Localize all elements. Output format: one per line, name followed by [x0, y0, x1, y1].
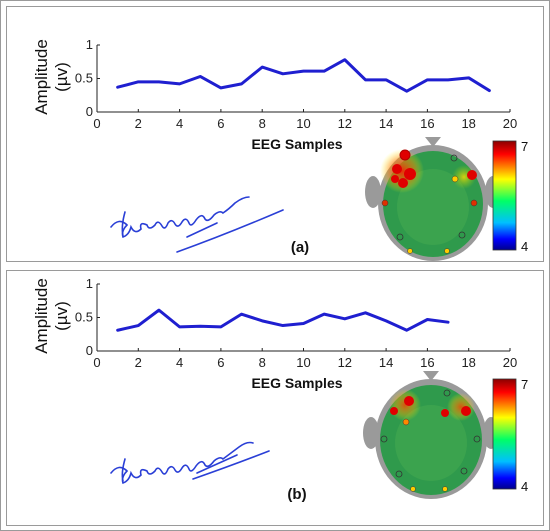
panel-a: 0 0.5 1 0 2 4 6 8 10 12 14 16 18 20 Amplitude (µv) E…: [6, 6, 544, 262]
x-tick-label: 20: [503, 116, 517, 131]
panel-b: 0 0.5 1 0 2 4 6 8 10 12 14 16 18 20 Amplitude (µv) E…: [6, 270, 544, 526]
x-tick-label: 18: [461, 116, 475, 131]
x-tick-label: 6: [217, 116, 224, 131]
colorbar-max-label: 7: [521, 377, 528, 392]
x-tick-label: 0: [93, 116, 100, 131]
y-tick-label: 0.5: [75, 310, 93, 325]
x-tick-label: 8: [259, 355, 266, 370]
x-tick-label: 20: [503, 355, 517, 370]
y-tick-label: 0: [86, 343, 93, 358]
x-tick-label: 6: [217, 355, 224, 370]
colorbar: 7 4: [492, 139, 528, 254]
colorbar: 7 4: [492, 377, 528, 494]
y-axis-label-line2: (µv): [52, 301, 71, 331]
series-line: [116, 308, 450, 332]
colorbar-min-label: 4: [521, 479, 528, 494]
y-tick-label: 0.5: [75, 71, 93, 86]
x-tick-label: 14: [379, 355, 393, 370]
x-tick-label: 4: [176, 116, 183, 131]
x-axis-label: EEG Samples: [251, 375, 342, 391]
x-axis-label: EEG Samples: [251, 136, 342, 152]
panel-a-svg: 0 0.5 1 0 2 4 6 8 10 12 14 16 18 20 Amplitude (µv) E…: [32, 37, 528, 261]
x-tick-label: 10: [296, 116, 310, 131]
panel-label: (a): [291, 239, 309, 256]
colorbar-max-label: 7: [521, 139, 528, 154]
x-tick-label: 0: [93, 355, 100, 370]
signature-image: [110, 441, 270, 485]
x-tick-label: 12: [338, 116, 352, 131]
y-tick-label: 1: [86, 37, 93, 52]
panel-b-svg: 0 0.5 1 0 2 4 6 8 10 12 14 16 18 20 Amplitude (µv) E…: [32, 276, 528, 503]
x-tick-label: 8: [259, 116, 266, 131]
chart-b: 0 0.5 1 0 2 4 6 8 10 12 14 16 18 20 Amplitude (µv) E…: [32, 276, 517, 391]
x-tick-label: 12: [338, 355, 352, 370]
chart-a: 0 0.5 1 0 2 4 6 8 10 12 14 16 18 20 Amplitude (µv) E…: [32, 37, 517, 152]
x-tick-label: 10: [296, 355, 310, 370]
scalp-topomap: [363, 371, 499, 499]
x-tick-label: 2: [135, 355, 142, 370]
x-tick-label: 18: [461, 355, 475, 370]
series-line: [116, 58, 491, 93]
y-axis-label-line2: (µv): [52, 62, 71, 92]
x-tick-label: 16: [420, 116, 434, 131]
y-axis-label-line1: Amplitude: [32, 39, 51, 115]
x-tick-label: 2: [135, 116, 142, 131]
signature-image: [110, 196, 284, 253]
panel-label: (b): [287, 486, 306, 503]
y-tick-label: 0: [86, 104, 93, 119]
x-tick-label: 16: [420, 355, 434, 370]
x-tick-label: 4: [176, 355, 183, 370]
colorbar-min-label: 4: [521, 239, 528, 254]
scalp-topomap: [365, 137, 501, 261]
y-axis-label-line1: Amplitude: [32, 278, 51, 354]
x-tick-label: 14: [379, 116, 393, 131]
y-tick-label: 1: [86, 276, 93, 291]
